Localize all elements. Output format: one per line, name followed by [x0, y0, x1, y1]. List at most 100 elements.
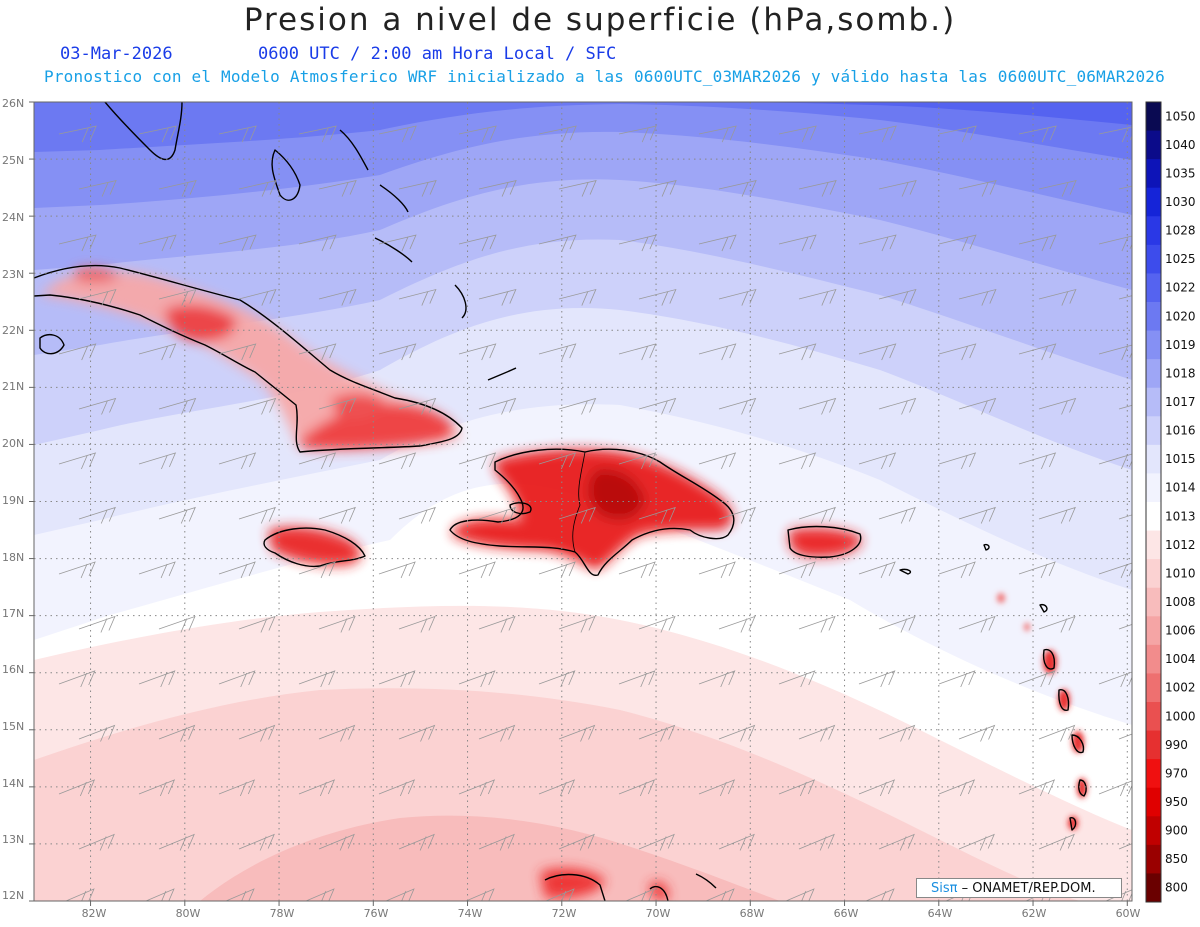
- wind-barb: [478, 506, 516, 524]
- wind-barb: [798, 506, 836, 524]
- colorbar-label: 1025: [1165, 252, 1196, 266]
- wind-barb: [698, 670, 736, 688]
- wind-barb: [304, 888, 335, 901]
- credit-text: – ONAMET/REP.DOM.: [957, 881, 1096, 896]
- colorbar-label: 1016: [1165, 424, 1196, 438]
- colorbar-swatch: [1146, 444, 1161, 474]
- colorbar-swatch: [1146, 359, 1161, 389]
- wind-barb: [1104, 889, 1132, 901]
- wind-barb: [138, 452, 177, 470]
- wind-barb: [458, 125, 497, 143]
- colorbar-label: 800: [1165, 881, 1188, 895]
- aruba: [649, 885, 669, 901]
- colorbar-swatch: [1146, 302, 1161, 332]
- colorbar-label: 1022: [1165, 281, 1196, 295]
- colorbar-swatch: [1146, 130, 1161, 160]
- colorbar-swatch: [1146, 702, 1161, 732]
- wind-barb: [618, 779, 656, 797]
- colorbar-swatch: [1146, 559, 1161, 589]
- wind-barb: [778, 452, 817, 470]
- wind-barb: [218, 343, 257, 361]
- wind-barb: [218, 561, 256, 579]
- wind-barb: [1018, 452, 1057, 470]
- leeward-2: [1058, 689, 1070, 711]
- wind-barb: [1018, 670, 1056, 688]
- wind-barb: [458, 561, 496, 579]
- wind-barb: [638, 724, 676, 742]
- wind-barb: [238, 288, 277, 306]
- wind-barb: [298, 125, 337, 143]
- wind-barb: [784, 888, 815, 901]
- leeward-1: [1042, 648, 1056, 670]
- lon-label: 60W: [1116, 907, 1141, 920]
- colorbar: 1050 1040 1035 1030 1028 1025 1022 1020 1019 1018…: [1145, 101, 1196, 903]
- wind-barb: [478, 180, 517, 197]
- wind-barb: [298, 561, 336, 579]
- wind-barb: [158, 397, 197, 415]
- florida-coast: [104, 102, 183, 161]
- wind-barb: [558, 615, 596, 633]
- lon-label: 62W: [1022, 907, 1047, 920]
- colorbar-label: 1040: [1165, 138, 1196, 152]
- wind-barb: [1118, 514, 1132, 520]
- wind-barb: [458, 452, 497, 470]
- colorbar-label: 1019: [1165, 338, 1196, 352]
- wind-barb: [878, 180, 917, 197]
- wind-barb: [158, 288, 197, 306]
- wind-barb: [478, 397, 517, 415]
- wind-barb: [58, 779, 96, 797]
- wind-barb: [1038, 724, 1076, 742]
- pressure-field: [34, 102, 1132, 901]
- wind-barb: [938, 561, 976, 579]
- wind-barb: [958, 397, 997, 415]
- wind-barb: [318, 397, 357, 415]
- wind-barb: [238, 833, 275, 851]
- wind-barb: [398, 180, 437, 197]
- wind-barb: [858, 452, 897, 470]
- wind-barb: [1038, 180, 1077, 197]
- gridlines: [34, 102, 1132, 901]
- bahamas-5: [487, 367, 517, 381]
- wind-barb: [1118, 185, 1132, 190]
- haiti-border: [572, 451, 586, 553]
- wind-barb: [138, 561, 176, 579]
- wind-barb: [858, 670, 896, 688]
- bahamas-andros: [271, 149, 301, 201]
- wind-barb: [798, 615, 836, 633]
- axis-ticks: [29, 101, 1128, 906]
- wind-barb: [398, 397, 437, 415]
- wind-barb: [618, 125, 657, 143]
- lon-label: 74W: [458, 907, 483, 920]
- wind-barb: [218, 125, 257, 143]
- wind-barb: [1038, 397, 1077, 415]
- wind-barb: [318, 724, 356, 742]
- wind-barb: [798, 397, 837, 415]
- wind-barb: [158, 615, 196, 633]
- lat-label: 18N: [2, 551, 24, 564]
- sisp-logo: Sisπ: [931, 881, 958, 896]
- wind-barb: [538, 125, 577, 143]
- colorbar-label: 1000: [1165, 709, 1196, 723]
- wind-barb: [638, 506, 676, 524]
- wind-barb: [318, 615, 356, 633]
- wind-barb: [378, 125, 417, 143]
- lon-label: 78W: [270, 907, 295, 920]
- wind-barb: [138, 234, 177, 252]
- wind-barb: [858, 125, 897, 143]
- lat-label: 23N: [2, 268, 24, 281]
- colorbar-label: 1010: [1165, 566, 1196, 580]
- coastlines: [34, 102, 1087, 901]
- wind-barb: [638, 397, 677, 415]
- lon-labels: 82W 80W 78W 76W 74W 72W 70W 68W 66W 64W …: [82, 907, 1141, 920]
- wind-barb: [218, 234, 257, 252]
- wind-barb: [138, 125, 177, 143]
- lat-label: 12N: [2, 889, 24, 902]
- colorbar-label: 1035: [1165, 166, 1196, 180]
- bahamas-3: [374, 237, 413, 263]
- colorbar-swatch: [1146, 873, 1161, 903]
- wind-barb: [478, 615, 516, 633]
- wind-barb: [718, 615, 756, 633]
- wind-barb: [158, 724, 196, 742]
- wind-barb: [78, 180, 117, 197]
- lat-label: 24N: [2, 211, 24, 224]
